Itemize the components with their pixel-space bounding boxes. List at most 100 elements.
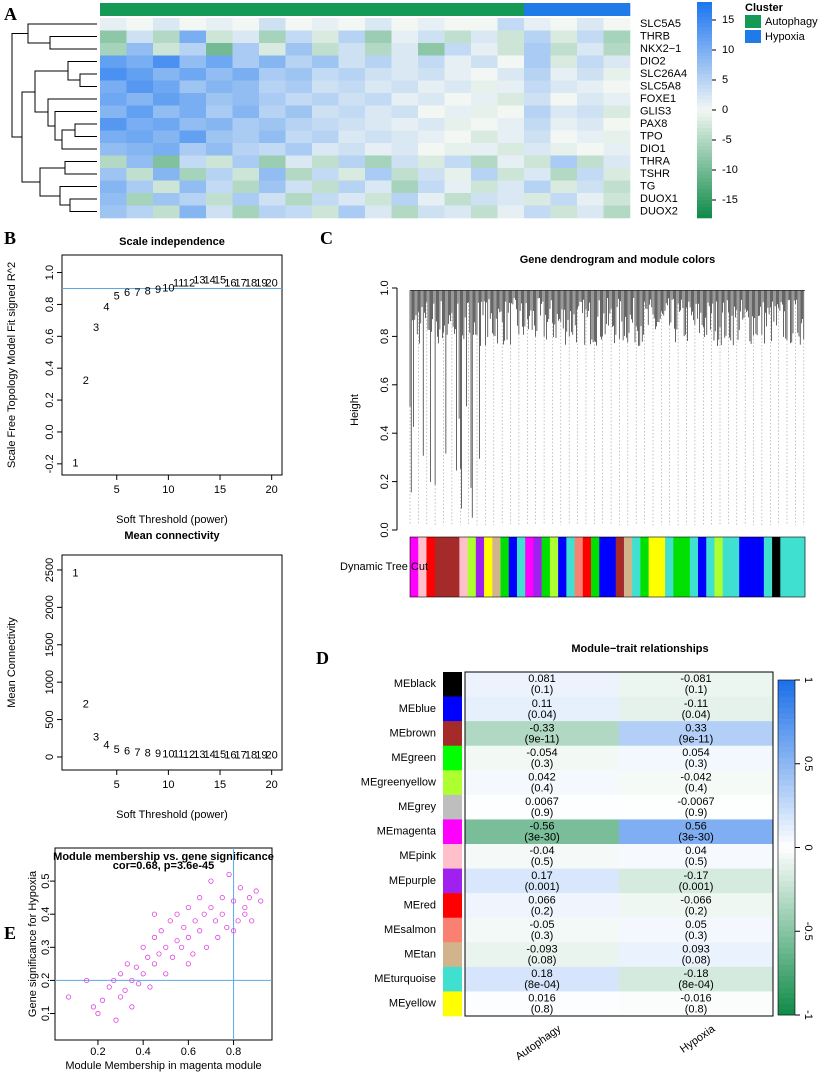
- heatmap-cell: [232, 68, 260, 81]
- dendrogram-branches: [409, 290, 805, 518]
- heatmap-cell: [100, 193, 127, 206]
- heatmap-cell: [524, 80, 551, 94]
- heatmap-cell: [153, 168, 180, 181]
- point: [185, 904, 191, 911]
- colorbar-segment: [697, 185, 712, 190]
- module-color: [525, 537, 534, 597]
- cell-value: -0.093: [526, 943, 557, 955]
- heatmap-cell: [126, 30, 154, 44]
- colorbar-segment: [697, 102, 712, 107]
- heatmap-cell: [338, 30, 366, 44]
- colorbar-segment: [778, 903, 795, 910]
- point-label: 20: [266, 278, 278, 290]
- colorbar-tick-label: 1: [802, 677, 814, 683]
- row-label: MEgrey: [398, 801, 436, 813]
- heatmap-cell: [153, 130, 180, 144]
- heatmap-cell: [259, 130, 286, 144]
- module-color: [574, 537, 584, 597]
- row-color: [443, 991, 462, 1017]
- point: [111, 977, 117, 984]
- point: [156, 951, 162, 957]
- heatmap-cell: [126, 205, 154, 219]
- heatmap-cell: [603, 105, 631, 119]
- cluster-annotation: [153, 3, 180, 16]
- heatmap-cell: [619, 696, 774, 722]
- module-color: [640, 537, 649, 597]
- heatmap-cell: [550, 43, 578, 56]
- heatmap-cell: [619, 917, 774, 943]
- cluster-annotation: [497, 3, 525, 16]
- heatmap-cell: [338, 43, 366, 56]
- heatmap-cell: [497, 43, 525, 56]
- point-label: 16: [224, 278, 236, 290]
- heatmap-cell: [497, 93, 525, 106]
- point-label: 3: [93, 322, 99, 334]
- heatmap-cell: [312, 193, 339, 206]
- point-label: 20: [266, 750, 278, 762]
- heatmap-cell: [153, 180, 180, 194]
- cell-pvalue: (0.04): [528, 709, 557, 721]
- heatmap-cell: [524, 130, 551, 144]
- heatmap-cell: [550, 155, 578, 169]
- point-label: 11: [173, 749, 184, 761]
- colorbar-segment: [778, 730, 795, 737]
- heatmap-cell: [126, 55, 154, 69]
- heatmap-cell: [577, 118, 604, 131]
- row-label: SLC5A8: [640, 81, 681, 93]
- row-color: [443, 696, 462, 722]
- colorbar-segment: [778, 724, 795, 731]
- heatmap-cell: [497, 118, 525, 131]
- heatmap-cell: [603, 168, 631, 181]
- heatmap-cell: [391, 93, 419, 106]
- heatmap-cell: [312, 80, 339, 94]
- row-label: DUOX1: [640, 193, 678, 205]
- heatmap-cell: [365, 30, 392, 44]
- heatmap-cell: [285, 68, 313, 81]
- colorbar-segment: [697, 16, 712, 21]
- colorbar-segment: [697, 99, 712, 104]
- heatmap-cell: [603, 55, 631, 69]
- y-axis-label: Mean Connectivity: [6, 617, 18, 708]
- colorbar-segment: [778, 975, 795, 982]
- colorbar-segment: [697, 203, 712, 208]
- module-color: [755, 537, 765, 597]
- heatmap-cell: [465, 868, 620, 894]
- heatmap-cell: [259, 193, 286, 206]
- heatmap-cell: [179, 30, 207, 44]
- colorbar-segment: [697, 196, 712, 201]
- heatmap-cell: [126, 180, 154, 194]
- point: [190, 951, 196, 957]
- heatmap-cell: [206, 193, 233, 206]
- heatmap-cell: [444, 193, 472, 206]
- heatmap-cell: [550, 55, 578, 69]
- point: [106, 984, 112, 990]
- cell-pvalue: (0.08): [528, 954, 557, 966]
- module-color: [599, 537, 608, 597]
- colorbar-segment: [697, 131, 712, 136]
- point-label: 9: [155, 284, 161, 296]
- colorbar-segment: [697, 167, 712, 172]
- heatmap-cell: [619, 794, 774, 820]
- heatmap-cell: [391, 193, 419, 206]
- cell-pvalue: (0.4): [685, 782, 708, 794]
- point: [185, 961, 191, 967]
- legend-title: Cluster: [745, 2, 784, 14]
- heatmap-cell: [444, 30, 472, 44]
- heatmap-cell: [338, 168, 366, 181]
- colorbar-segment: [697, 38, 712, 42]
- heatmap-cell: [206, 205, 233, 219]
- heatmap-cell: [550, 143, 578, 156]
- heatmap-cell: [312, 43, 339, 56]
- heatmap-cell: [365, 193, 392, 206]
- cell-value: -0.33: [529, 722, 554, 734]
- heatmap-cell: [153, 55, 180, 69]
- heatmap-cell: [418, 143, 445, 156]
- point-label: 17: [235, 749, 247, 761]
- column-label: Hypoxia: [678, 1023, 718, 1056]
- heatmap-cell: [285, 18, 313, 31]
- cell-value: 0.18: [531, 968, 552, 980]
- heatmap-cell: [391, 105, 419, 119]
- cell-pvalue: (0.4): [531, 782, 554, 794]
- heatmap-cell: [444, 93, 472, 106]
- heatmap-cell: [153, 30, 180, 44]
